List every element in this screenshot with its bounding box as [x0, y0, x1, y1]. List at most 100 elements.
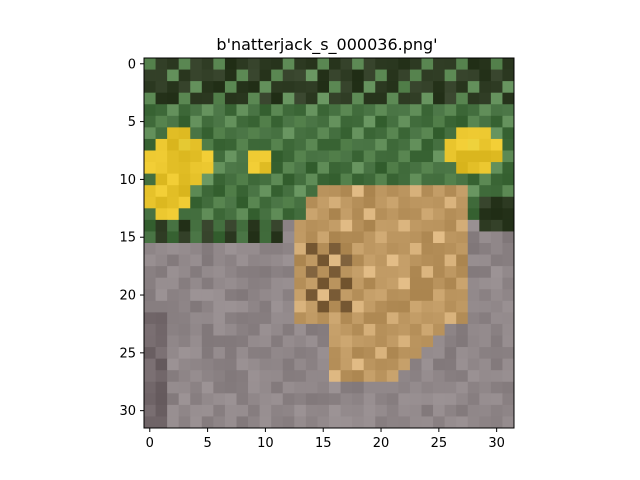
image-pixel: [236, 138, 249, 151]
image-pixel: [398, 138, 411, 151]
image-pixel: [167, 208, 180, 221]
image-pixel: [282, 277, 295, 290]
image-pixel: [386, 81, 399, 94]
image-pixel: [444, 254, 457, 267]
image-pixel: [201, 115, 214, 128]
image-pixel: [201, 185, 214, 198]
image-pixel: [178, 335, 191, 348]
image-pixel: [479, 335, 492, 348]
image-pixel: [375, 127, 388, 140]
image-pixel: [271, 69, 284, 82]
image-pixel: [213, 185, 226, 198]
image-pixel: [155, 162, 168, 175]
image-pixel: [294, 208, 307, 221]
image-pixel: [490, 312, 503, 325]
image-pixel: [178, 416, 191, 429]
image-pixel: [375, 277, 388, 290]
image-pixel: [190, 104, 203, 117]
image-pixel: [248, 370, 261, 383]
image-pixel: [352, 173, 365, 186]
image-pixel: [409, 208, 422, 221]
image-pixel: [282, 138, 295, 151]
image-pixel: [294, 289, 307, 302]
image-pixel: [213, 127, 226, 140]
image-pixel: [317, 138, 330, 151]
image-pixel: [409, 81, 422, 94]
image-pixel: [144, 58, 156, 70]
image-pixel: [409, 138, 422, 151]
image-pixel: [398, 150, 411, 163]
image-pixel: [201, 300, 214, 313]
image-pixel: [282, 266, 295, 279]
image-pixel: [271, 208, 284, 221]
image-pixel: [236, 358, 249, 371]
image-pixel: [305, 300, 318, 313]
image-pixel: [386, 358, 399, 371]
image-pixel: [329, 254, 341, 267]
image-pixel: [409, 150, 422, 163]
image-pixel: [340, 358, 353, 371]
image-pixel: [190, 300, 203, 313]
image-pixel: [317, 381, 330, 394]
image-pixel: [248, 381, 261, 394]
image-pixel: [294, 185, 307, 198]
image-pixel: [490, 185, 503, 198]
image-pixel: [224, 277, 237, 290]
image-pixel: [190, 196, 203, 209]
image-pixel: [317, 300, 330, 313]
image-pixel: [271, 185, 284, 198]
image-pixel: [317, 416, 330, 429]
image-pixel: [178, 127, 191, 140]
image-pixel: [329, 243, 341, 255]
image-pixel: [294, 404, 307, 417]
image-pixel: [502, 185, 515, 198]
image-pixel: [178, 404, 191, 417]
image-pixel: [259, 254, 272, 267]
image-pixel: [248, 219, 261, 232]
image-pixel: [329, 231, 341, 244]
image-pixel: [248, 115, 261, 128]
image-pixel: [363, 404, 376, 417]
image-pixel: [190, 416, 203, 429]
image-pixel: [224, 185, 237, 198]
image-pixel: [456, 266, 469, 279]
image-pixel: [178, 115, 191, 128]
image-pixel: [178, 381, 191, 394]
image-pixel: [236, 219, 249, 232]
image-pixel: [444, 81, 457, 94]
image-pixel: [236, 162, 249, 175]
image-pixel: [259, 277, 272, 290]
image-pixel: [456, 381, 469, 394]
image-pixel: [363, 58, 376, 70]
x-tick-label: 5: [203, 436, 211, 451]
image-pixel: [398, 104, 411, 117]
image-pixel: [340, 173, 353, 186]
y-tick-label: 0: [128, 57, 136, 72]
image-pixel: [167, 127, 180, 140]
image-pixel: [409, 185, 422, 198]
image-pixel: [213, 370, 226, 383]
image-pixel: [259, 323, 272, 336]
image-pixel: [352, 104, 365, 117]
image-pixel: [329, 196, 341, 209]
image-pixel: [305, 138, 318, 151]
image-pixel: [456, 219, 469, 232]
image-pixel: [409, 404, 422, 417]
image-pixel: [144, 347, 156, 360]
image-pixel: [479, 323, 492, 336]
image-pixel: [224, 254, 237, 267]
image-pixel: [433, 173, 446, 186]
image-pixel: [444, 277, 457, 290]
image-pixel: [444, 185, 457, 198]
image-pixel: [213, 58, 226, 70]
image-pixel: [456, 104, 469, 117]
image-pixel: [259, 335, 272, 348]
image-pixel: [178, 323, 191, 336]
image-pixel: [178, 58, 191, 70]
image-pixel: [317, 196, 330, 209]
image-pixel: [444, 92, 457, 105]
image-pixel: [155, 312, 168, 325]
image-pixel: [178, 173, 191, 186]
image-pixel: [467, 115, 480, 128]
image-pixel: [352, 254, 365, 267]
